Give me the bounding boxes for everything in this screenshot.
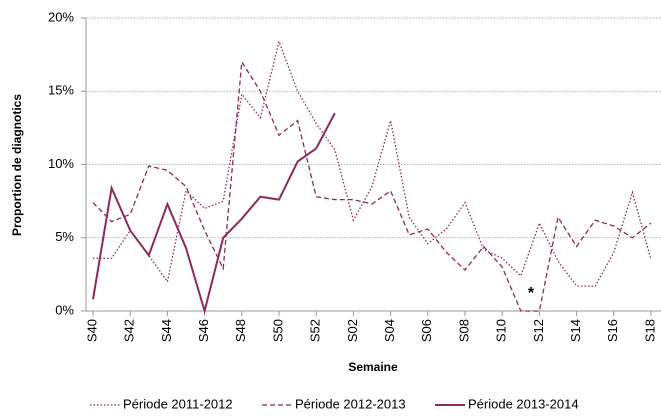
x-tick-label: S52 xyxy=(308,319,323,342)
x-tick-label: S02 xyxy=(345,319,360,342)
x-tick-label: S46 xyxy=(196,319,211,342)
x-tick-label: S42 xyxy=(122,319,137,342)
x-axis-title: Semaine xyxy=(348,360,398,374)
x-tick-label: S04 xyxy=(382,319,397,342)
y-tick-label: 0% xyxy=(55,302,74,317)
x-tick-label: S48 xyxy=(233,319,248,342)
x-tick-label: S14 xyxy=(568,319,583,342)
legend-label: Période 2011-2012 xyxy=(123,396,233,411)
y-axis-title: Proportion de diagnotics xyxy=(10,94,24,236)
x-tick-label: S50 xyxy=(270,319,285,342)
x-tick-label: S16 xyxy=(605,319,620,342)
legend-label: Période 2013-2014 xyxy=(468,396,579,411)
x-tick-label: S40 xyxy=(84,319,99,342)
y-tick-label: 20% xyxy=(48,9,74,24)
y-tick-label: 10% xyxy=(48,156,74,171)
series-line xyxy=(92,112,336,315)
x-tick-label: S12 xyxy=(531,319,546,342)
legend-label: Période 2012-2013 xyxy=(295,396,406,411)
y-tick-label: 15% xyxy=(48,83,74,98)
series-line xyxy=(92,59,652,312)
x-tick-label: S06 xyxy=(419,319,434,342)
annotation: * xyxy=(528,285,535,302)
series-line xyxy=(93,39,652,287)
x-tick-label: S18 xyxy=(642,319,657,342)
x-tick-label: S44 xyxy=(159,319,174,342)
y-tick-label: 5% xyxy=(55,229,74,244)
x-tick-label: S10 xyxy=(494,319,509,342)
x-tick-label: S08 xyxy=(456,319,471,342)
